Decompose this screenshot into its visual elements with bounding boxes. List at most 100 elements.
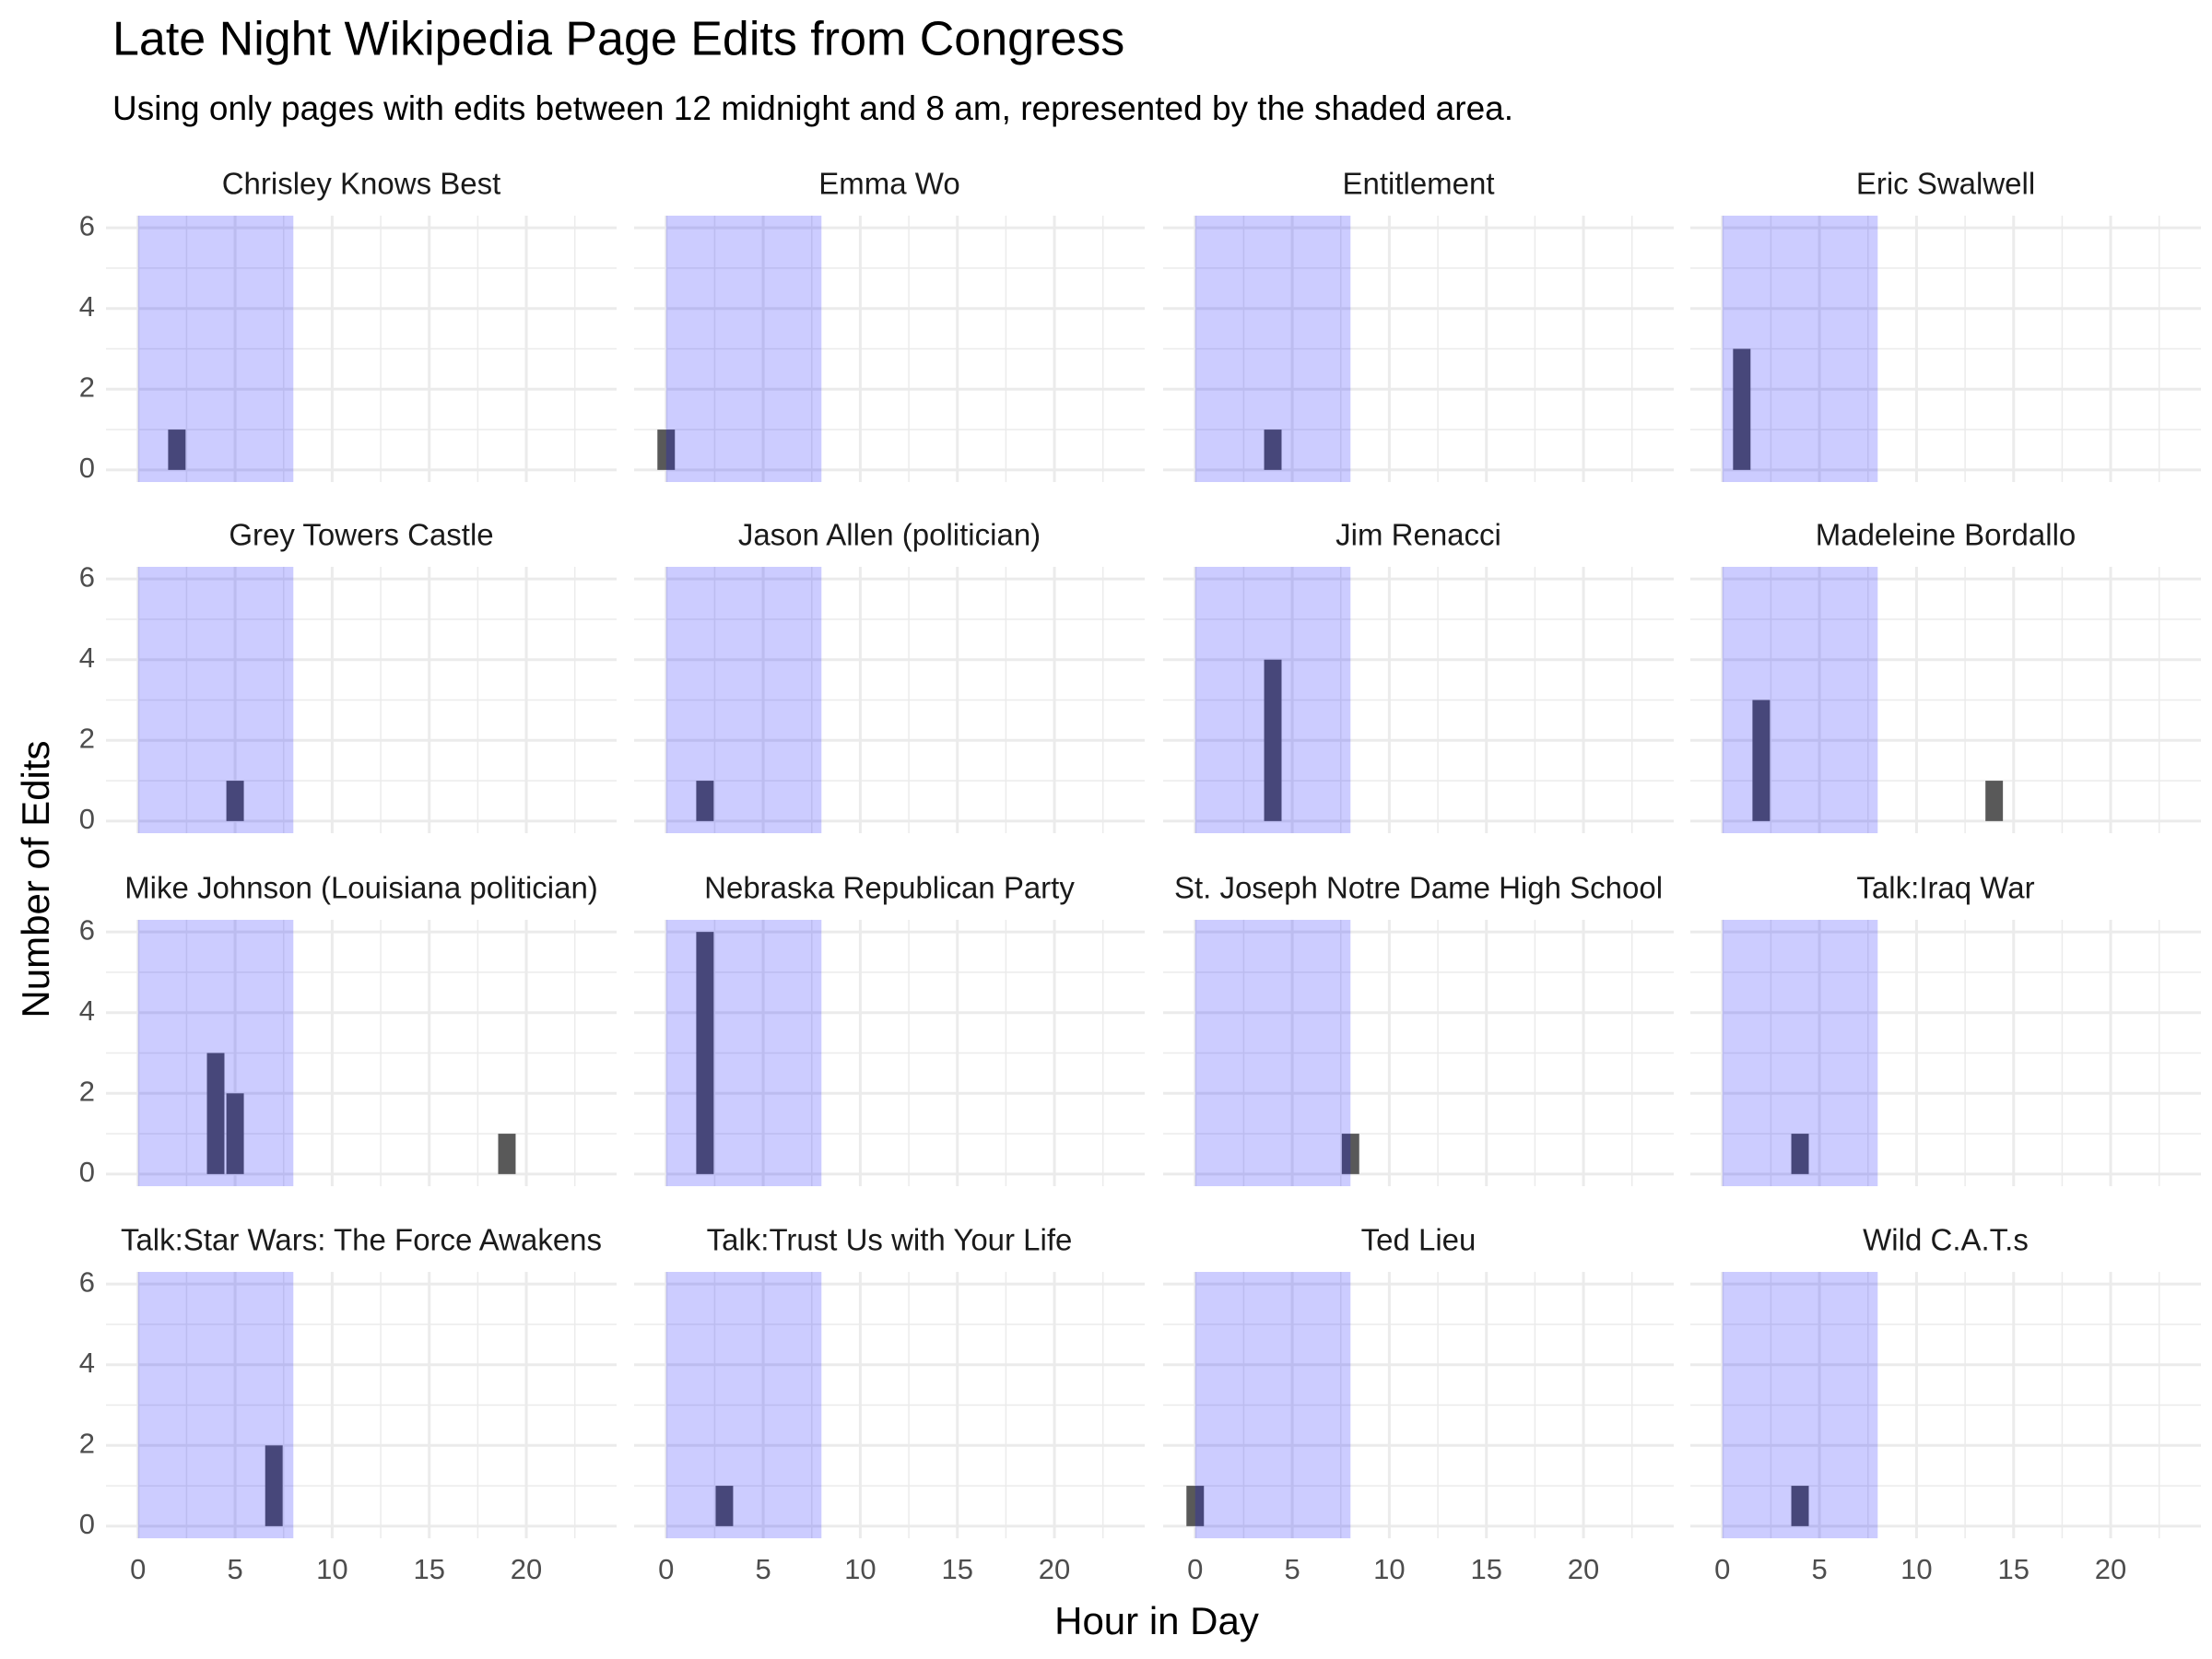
y-tick-label: 2 xyxy=(79,1075,95,1107)
shaded-area xyxy=(1722,920,1878,1186)
y-tick-label: 0 xyxy=(79,1508,95,1540)
x-tick-label: 10 xyxy=(316,1553,347,1585)
shaded-area xyxy=(1194,216,1351,482)
x-tick-label: 0 xyxy=(130,1553,146,1585)
bar xyxy=(696,781,714,821)
shaded-area xyxy=(1722,216,1878,482)
panel: Jim Renacci xyxy=(1163,518,1674,833)
shaded-area xyxy=(137,216,294,482)
shaded-area xyxy=(1194,1272,1351,1538)
y-tick-label: 6 xyxy=(79,209,95,241)
shaded-area xyxy=(137,1272,294,1538)
x-tick-label: 15 xyxy=(941,1553,972,1585)
shaded-area xyxy=(1194,920,1351,1186)
panel: Madeleine Bordallo xyxy=(1690,518,2201,833)
panel: Talk:Trust Us with Your Life 0 5 10 15 20 xyxy=(634,1223,1145,1585)
panel: Chrisley Knows Best 0 2 4 6 xyxy=(79,167,617,484)
panel: Talk:Iraq War xyxy=(1690,871,2201,1186)
strip-title: Ted Lieu xyxy=(1361,1223,1477,1257)
strip-title: Madeleine Bordallo xyxy=(1816,518,2077,552)
strip-title: Wild C.A.T.s xyxy=(1863,1223,2029,1257)
x-tick-label: 5 xyxy=(227,1553,242,1585)
strip-title: St. Joseph Notre Dame High School xyxy=(1174,871,1663,905)
y-tick-label: 0 xyxy=(79,803,95,835)
y-tick-label: 2 xyxy=(79,371,95,403)
y-tick-label: 4 xyxy=(79,1347,95,1379)
bar xyxy=(265,1445,283,1526)
shaded-area xyxy=(1194,567,1351,833)
shaded-area xyxy=(665,216,822,482)
panel: Ted Lieu 0 5 10 15 20 xyxy=(1163,1223,1674,1585)
x-tick-label: 10 xyxy=(1900,1553,1932,1585)
x-tick-label: 0 xyxy=(1187,1553,1203,1585)
panel: Eric Swalwell xyxy=(1690,167,2201,482)
y-tick-label: 4 xyxy=(79,994,95,1027)
y-tick-label: 6 xyxy=(79,560,95,593)
panel: Mike Johnson (Louisiana politician) 0 2 4 6 xyxy=(79,871,617,1188)
bar xyxy=(1752,700,1771,821)
panel: Emma Wo xyxy=(634,167,1145,482)
shaded-area xyxy=(665,567,822,833)
strip-title: Jason Allen (politician) xyxy=(738,518,1041,552)
strip-title: Talk:Iraq War xyxy=(1856,871,2034,905)
bar xyxy=(1985,781,2004,821)
strip-title: Nebraska Republican Party xyxy=(704,871,1075,905)
y-tick-label: 2 xyxy=(79,1427,95,1459)
x-axis-label: Hour in Day xyxy=(1054,1599,1259,1642)
x-tick-label: 0 xyxy=(658,1553,674,1585)
panel: Jason Allen (politician) xyxy=(634,518,1145,833)
strip-title: Talk:Star Wars: The Force Awakens xyxy=(121,1223,602,1257)
bar xyxy=(1341,1134,1359,1174)
strip-title: Entitlement xyxy=(1342,167,1494,201)
x-tick-label: 15 xyxy=(1470,1553,1501,1585)
strip-title: Talk:Trust Us with Your Life xyxy=(707,1223,1073,1257)
strip-title: Jim Renacci xyxy=(1335,518,1501,552)
panel: Grey Towers Castle 0 2 4 6 xyxy=(79,518,617,835)
chart-subtitle: Using only pages with edits between 12 m… xyxy=(112,89,1513,127)
bar xyxy=(696,932,714,1174)
x-tick-label: 5 xyxy=(755,1553,771,1585)
shaded-area xyxy=(1722,567,1878,833)
y-tick-label: 6 xyxy=(79,913,95,946)
x-tick-label: 5 xyxy=(1284,1553,1300,1585)
bar xyxy=(168,429,186,470)
y-tick-label: 4 xyxy=(79,641,95,674)
bar xyxy=(715,1486,734,1526)
bar xyxy=(226,781,244,821)
x-tick-label: 15 xyxy=(413,1553,444,1585)
y-tick-label: 0 xyxy=(79,452,95,484)
strip-title: Mike Johnson (Louisiana politician) xyxy=(124,871,598,905)
bar xyxy=(1791,1134,1809,1174)
x-tick-label: 20 xyxy=(1039,1553,1070,1585)
x-tick-label: 20 xyxy=(511,1553,542,1585)
bar xyxy=(1186,1486,1205,1526)
y-tick-label: 0 xyxy=(79,1156,95,1188)
strip-title: Eric Swalwell xyxy=(1856,167,2035,201)
chart-title: Late Night Wikipedia Page Edits from Con… xyxy=(112,13,1124,66)
shaded-area xyxy=(1722,1272,1878,1538)
y-tick-label: 6 xyxy=(79,1265,95,1298)
panel: Nebraska Republican Party xyxy=(634,871,1145,1186)
panel: Entitlement xyxy=(1163,167,1674,482)
shaded-area xyxy=(665,920,822,1186)
shaded-area xyxy=(137,567,294,833)
x-tick-label: 10 xyxy=(1373,1553,1405,1585)
x-tick-label: 20 xyxy=(1568,1553,1599,1585)
strip-title: Emma Wo xyxy=(818,167,959,201)
x-tick-label: 10 xyxy=(844,1553,876,1585)
x-tick-label: 15 xyxy=(1997,1553,2029,1585)
panel: Talk:Star Wars: The Force Awakens 0 2 4 6 0 5 1… xyxy=(79,1223,617,1585)
x-tick-label: 5 xyxy=(1811,1553,1827,1585)
strip-title: Grey Towers Castle xyxy=(229,518,493,552)
bar xyxy=(657,429,676,470)
bar xyxy=(1733,348,1751,470)
bar xyxy=(1791,1486,1809,1526)
panel: Wild C.A.T.s 0 5 10 15 20 xyxy=(1690,1223,2201,1585)
shaded-area xyxy=(137,920,294,1186)
panel: St. Joseph Notre Dame High School xyxy=(1163,871,1674,1186)
bar xyxy=(498,1134,516,1174)
shaded-area xyxy=(665,1272,822,1538)
bar xyxy=(206,1053,225,1174)
x-tick-label: 0 xyxy=(1714,1553,1730,1585)
